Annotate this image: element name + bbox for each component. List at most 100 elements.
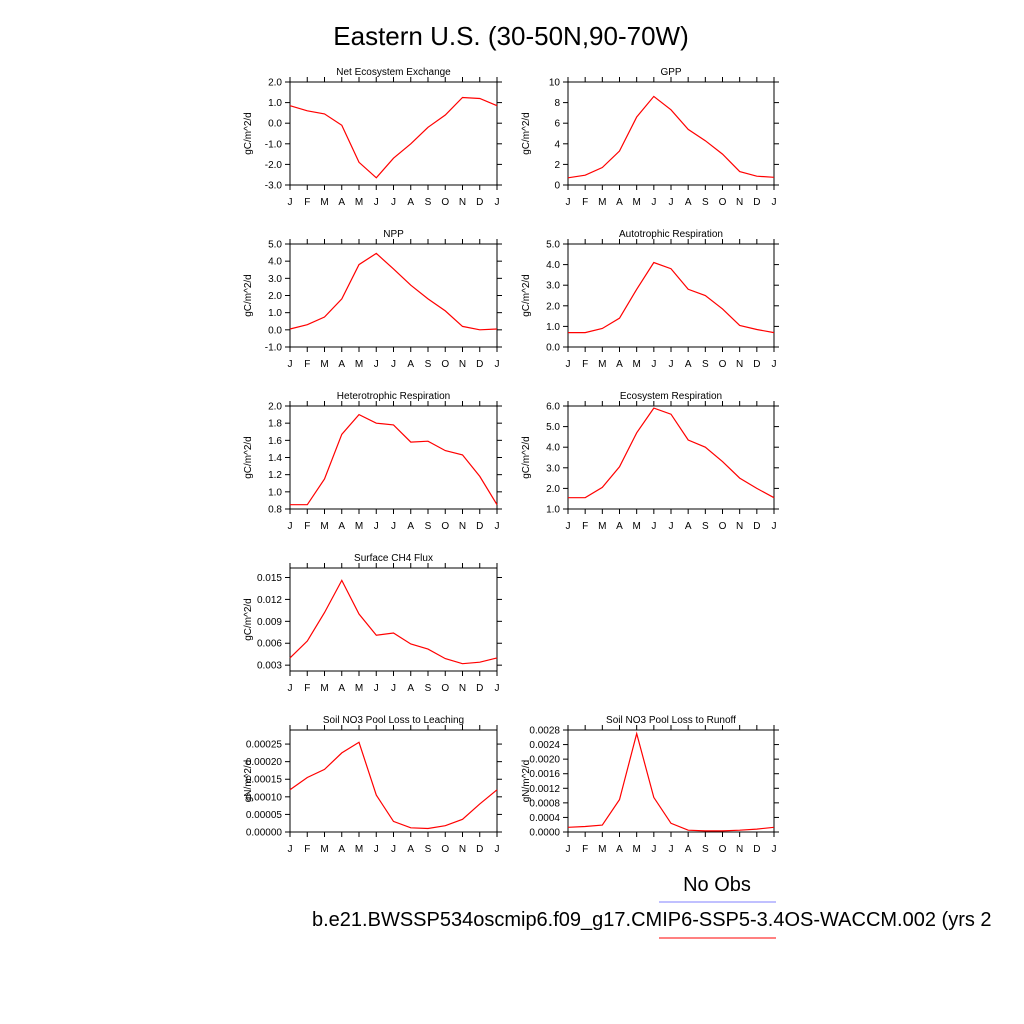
x-tick-label: D bbox=[476, 683, 483, 694]
y-tick-label: 0.0024 bbox=[529, 740, 560, 751]
x-tick-label: J bbox=[391, 521, 396, 532]
y-tick-label: 2.0 bbox=[546, 484, 560, 495]
y-tick-label: 0.0016 bbox=[529, 769, 560, 780]
x-tick-label: J bbox=[772, 359, 777, 370]
x-tick-label: A bbox=[407, 683, 414, 694]
x-tick-label: A bbox=[685, 521, 692, 532]
y-tick-label: 1.2 bbox=[268, 470, 282, 481]
x-tick-label: J bbox=[651, 844, 656, 855]
series-line bbox=[567, 731, 775, 832]
y-tick-label: 6 bbox=[554, 119, 560, 130]
x-tick-label: J bbox=[391, 683, 396, 694]
y-tick-label: 1.0 bbox=[268, 308, 282, 319]
y-tick-label: 6.0 bbox=[546, 402, 560, 413]
x-tick-label: J bbox=[374, 359, 379, 370]
x-tick-label: M bbox=[320, 359, 328, 370]
x-tick-label: M bbox=[632, 197, 640, 208]
y-tick-label: 0 bbox=[554, 181, 560, 192]
y-tick-label: 0.0 bbox=[268, 119, 282, 130]
x-tick-label: M bbox=[320, 521, 328, 532]
x-tick-label: N bbox=[459, 197, 466, 208]
x-tick-label: F bbox=[304, 197, 310, 208]
x-tick-label: O bbox=[441, 683, 449, 694]
x-tick-label: M bbox=[320, 844, 328, 855]
x-tick-label: J bbox=[566, 521, 571, 532]
x-tick-label: J bbox=[391, 844, 396, 855]
y-tick-label: 0.0028 bbox=[529, 726, 560, 737]
x-tick-label: F bbox=[582, 844, 588, 855]
x-tick-label: M bbox=[598, 359, 606, 370]
y-tick-label: 0.00010 bbox=[246, 792, 283, 803]
y-tick-label: 8 bbox=[554, 98, 560, 109]
y-tick-label: 0.8 bbox=[268, 505, 282, 516]
y-tick-label: 0.00020 bbox=[246, 757, 283, 768]
y-tick-label: 0.00025 bbox=[246, 740, 283, 751]
x-tick-label: M bbox=[632, 521, 640, 532]
x-tick-label: A bbox=[685, 359, 692, 370]
y-tick-label: 4.0 bbox=[546, 260, 560, 271]
plot-frame bbox=[567, 729, 775, 833]
plot-frame bbox=[567, 243, 775, 348]
y-tick-label: 0.006 bbox=[257, 639, 282, 650]
x-tick-label: J bbox=[391, 359, 396, 370]
x-tick-label: D bbox=[753, 844, 760, 855]
x-tick-label: J bbox=[566, 844, 571, 855]
panel-title: Ecosystem Respiration bbox=[620, 391, 722, 402]
legend-label: No Obs bbox=[683, 874, 751, 896]
x-tick-label: D bbox=[753, 359, 760, 370]
x-tick-label: S bbox=[425, 683, 432, 694]
y-axis-label: gN/m^2/d bbox=[243, 760, 254, 803]
x-tick-label: M bbox=[320, 197, 328, 208]
x-tick-label: J bbox=[772, 521, 777, 532]
y-tick-label: 4.0 bbox=[546, 443, 560, 454]
x-tick-label: J bbox=[669, 359, 674, 370]
series-line bbox=[290, 413, 498, 506]
x-tick-label: N bbox=[736, 359, 743, 370]
y-tick-label: 1.6 bbox=[268, 436, 282, 447]
y-tick-label: 5.0 bbox=[546, 240, 560, 251]
x-tick-label: O bbox=[719, 521, 727, 532]
x-tick-label: J bbox=[495, 683, 500, 694]
x-tick-label: M bbox=[355, 521, 363, 532]
x-tick-label: O bbox=[441, 197, 449, 208]
panel-title: NPP bbox=[383, 229, 404, 240]
x-tick-label: J bbox=[495, 521, 500, 532]
x-tick-label: J bbox=[651, 521, 656, 532]
x-tick-label: M bbox=[320, 683, 328, 694]
x-tick-label: J bbox=[288, 683, 293, 694]
series-line bbox=[289, 252, 498, 331]
x-tick-label: A bbox=[616, 521, 623, 532]
y-tick-label: 5.0 bbox=[546, 422, 560, 433]
x-tick-label: M bbox=[355, 683, 363, 694]
y-tick-label: 2.0 bbox=[546, 301, 560, 312]
y-tick-label: 0.003 bbox=[257, 661, 282, 672]
y-tick-label: 0.015 bbox=[257, 573, 282, 584]
x-tick-label: D bbox=[753, 197, 760, 208]
y-tick-label: 0.00000 bbox=[246, 828, 283, 839]
x-tick-label: M bbox=[598, 521, 606, 532]
x-tick-label: A bbox=[407, 521, 414, 532]
x-tick-label: S bbox=[702, 359, 709, 370]
y-tick-label: 0.0 bbox=[268, 325, 282, 336]
x-tick-label: J bbox=[669, 197, 674, 208]
y-tick-label: 4 bbox=[554, 139, 560, 150]
series-line bbox=[289, 579, 498, 665]
y-tick-label: 0.00015 bbox=[246, 775, 283, 786]
y-tick-label: 2 bbox=[554, 160, 560, 171]
panel-title: Soil NO3 Pool Loss to Leaching bbox=[323, 715, 464, 726]
y-tick-label: 0.00005 bbox=[246, 810, 283, 821]
y-tick-label: -1.0 bbox=[265, 343, 283, 354]
y-tick-label: 0.012 bbox=[257, 595, 282, 606]
plot-frame bbox=[289, 567, 498, 672]
y-tick-label: 1.4 bbox=[268, 453, 282, 464]
y-axis-label: gC/m^2/d bbox=[521, 274, 532, 317]
case-label: b.e21.BWSSP534oscmip6.f09_g17.CMIP6-SSP5… bbox=[312, 909, 992, 931]
x-tick-label: N bbox=[459, 844, 466, 855]
x-tick-label: D bbox=[476, 197, 483, 208]
y-tick-label: 10 bbox=[549, 78, 561, 89]
